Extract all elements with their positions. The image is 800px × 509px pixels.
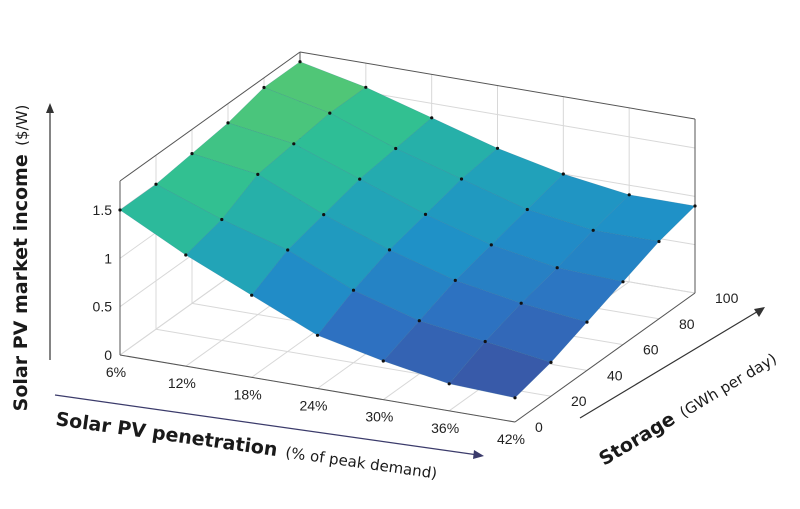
y-axis-title: Storage (GWh per day) [595, 347, 780, 470]
data-point [358, 177, 362, 181]
data-point [328, 111, 332, 115]
data-point [430, 116, 434, 120]
data-point [118, 208, 122, 212]
data-point [513, 396, 517, 400]
z-axis-title: Solar PV market income ($/W) [10, 105, 32, 412]
data-point [423, 212, 428, 216]
data-point [621, 280, 625, 284]
x-axis-title-unit: (% of peak demand) [284, 443, 438, 482]
z-axis-title-unit: ($/W) [13, 105, 31, 146]
data-point [525, 207, 529, 212]
x-tick-label: 36% [431, 420, 459, 436]
x-tick-label: 42% [497, 431, 525, 447]
y-tick-label: 0 [535, 419, 543, 435]
z-tick-label: 0.5 [93, 299, 113, 315]
data-point [226, 121, 230, 125]
data-point [495, 146, 500, 150]
data-point [184, 253, 188, 257]
data-point [190, 152, 194, 156]
data-point [483, 339, 487, 344]
data-point [286, 248, 290, 252]
data-point [315, 333, 320, 337]
data-point [627, 193, 631, 197]
surface-layer [119, 61, 696, 399]
axis-frame-edge [514, 292, 696, 423]
y-axis-arrowhead [754, 307, 765, 317]
data-point [250, 293, 254, 297]
x-axis-title-bold: Solar PV penetration [54, 408, 279, 461]
data-point [453, 278, 457, 282]
x-axis-arrowhead [473, 450, 484, 459]
y-axis-title-unit: (GWh per day) [676, 350, 779, 422]
data-point [447, 382, 451, 386]
data-point [657, 239, 661, 244]
data-point [351, 288, 356, 292]
x-axis-arrow [54, 394, 479, 456]
y-tick-label: 100 [715, 290, 739, 306]
data-point [364, 85, 368, 89]
data-point [220, 217, 224, 222]
x-tick-label: 30% [365, 409, 393, 425]
data-point [555, 266, 559, 270]
y-axis-arrow [579, 309, 761, 419]
data-point [262, 85, 266, 90]
axis-frame-edge [119, 354, 516, 423]
data-point [489, 243, 493, 247]
axis-frame-edge [299, 51, 696, 120]
data-point [381, 359, 385, 363]
vertex-layer [118, 60, 697, 400]
data-point [154, 182, 158, 186]
data-point [591, 228, 595, 232]
data-point [561, 172, 565, 176]
data-point [292, 142, 296, 146]
x-tick-label: 12% [168, 375, 196, 391]
data-point [298, 60, 302, 64]
x-tick-label: 18% [234, 386, 262, 402]
z-axis-title-bold: Solar PV market income [10, 154, 32, 411]
y-tick-label: 60 [643, 342, 659, 358]
data-point [256, 172, 260, 176]
z-axis-arrowhead [46, 103, 54, 113]
z-tick-label: 1 [104, 250, 112, 266]
axis-frame-edge [119, 51, 301, 182]
z-tick-label: 1.5 [93, 202, 113, 218]
y-tick-label: 20 [571, 393, 587, 409]
data-point [585, 320, 589, 324]
x-tick-label: 6% [106, 364, 126, 380]
data-point [459, 177, 464, 181]
z-tick-label: 0 [104, 347, 112, 363]
data-point [387, 248, 392, 252]
x-tick-label: 24% [299, 398, 327, 414]
y-tick-label: 40 [607, 367, 623, 383]
data-point [549, 360, 553, 364]
data-point [693, 204, 697, 208]
data-point [394, 146, 398, 151]
y-tick-label: 80 [679, 316, 695, 332]
data-point [322, 213, 326, 217]
tick-layer: 0 0.5 1 1.5 6% 12% 18% 24% 30% 36% 42% 0 20 40 60 80 100 [93, 202, 739, 447]
data-point [519, 301, 523, 305]
y-axis-title-bold: Storage [595, 408, 679, 470]
data-point [417, 319, 421, 323]
